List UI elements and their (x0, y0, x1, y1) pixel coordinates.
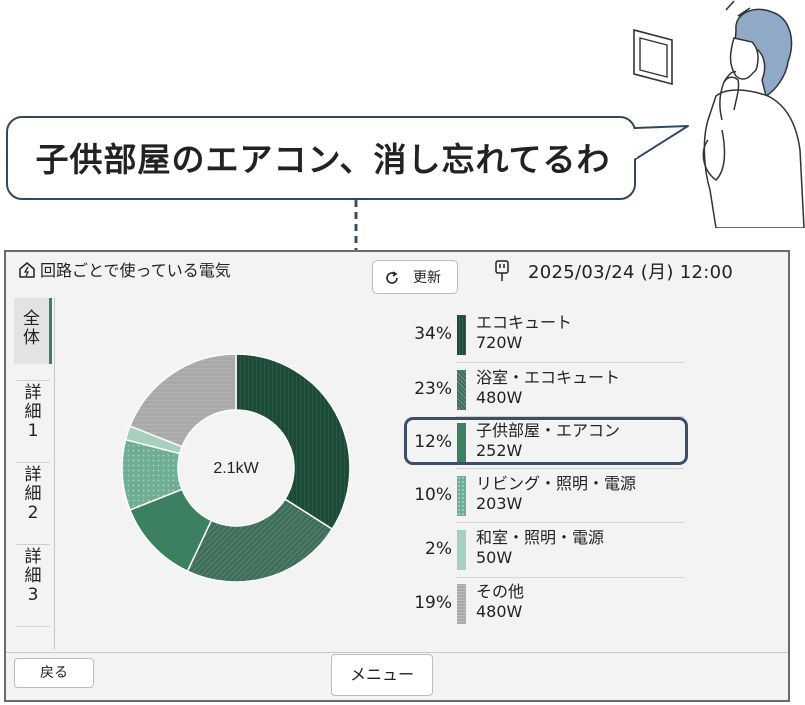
legend-divider (456, 362, 684, 363)
usage-donut-chart: 2.1kW (121, 353, 351, 583)
legend-row-japanese-room[interactable]: 2% 和室・照明・電源 50W (406, 525, 688, 575)
speech-bubble-tail (634, 125, 689, 161)
legend-circuit-name: 和室・照明・電源 (476, 528, 605, 547)
legend-swatch (457, 370, 466, 410)
hems-screen: 回路ごとで使っている電気 更新 2025/03/24 (月) 12:00 全体 … (4, 250, 790, 702)
legend-divider (456, 577, 684, 578)
legend-divider (456, 522, 684, 523)
donut-center-label: 2.1kW (213, 460, 259, 477)
tab-divider (16, 380, 50, 381)
tab-detail-1-label: 詳細1 (24, 383, 42, 441)
legend-percent: 2% (425, 539, 452, 559)
legend-watts: 480W (476, 602, 523, 621)
highlight-frame (404, 417, 688, 465)
legend-watts: 480W (476, 388, 523, 407)
back-button[interactable]: 戻る (14, 658, 94, 688)
legend-divider (456, 468, 684, 469)
wall-display-icon (633, 28, 673, 86)
legend-swatch (457, 530, 466, 570)
tab-overall-label: 全体 (23, 309, 40, 348)
legend-circuit-name: 子供部屋・エアコン (476, 421, 621, 440)
legend-row-bath-ecocute[interactable]: 23% 浴室・エコキュート 480W (406, 365, 688, 415)
legend-circuit-name: 浴室・エコキュート (476, 368, 621, 387)
refresh-button[interactable]: 更新 (372, 260, 458, 294)
legend-swatch (457, 423, 466, 463)
legend-swatch (457, 315, 466, 355)
tab-divider (16, 544, 50, 545)
current-datetime: 2025/03/24 (月) 12:00 (528, 262, 734, 283)
legend-row-living[interactable]: 10% リビング・照明・電源 203W (406, 471, 688, 521)
legend-row-other[interactable]: 19% その他 480W (406, 579, 688, 629)
legend-circuit-name: その他 (476, 582, 525, 601)
legend-watts: 252W (476, 441, 523, 460)
legend-percent: 19% (414, 593, 452, 613)
legend-swatch (457, 584, 466, 624)
tab-detail-1[interactable]: 詳細1 (14, 384, 52, 460)
tab-detail-2[interactable]: 詳細2 (14, 466, 52, 542)
legend-circuit-name: リビング・照明・電源 (476, 474, 637, 493)
legend-percent: 10% (414, 485, 452, 505)
legend-watts: 50W (476, 548, 513, 567)
legend-percent: 34% (414, 324, 452, 344)
refresh-icon (386, 271, 398, 284)
legend-swatch (457, 476, 466, 516)
legend-percent: 12% (414, 432, 452, 452)
page-title: 回路ごとで使っている電気 (40, 261, 231, 280)
menu-button[interactable]: メニュー (331, 654, 433, 696)
woman-illustration (633, 0, 805, 228)
donut-slice-6 (129, 353, 237, 448)
legend-row-kids-room-aircon[interactable]: 12% 子供部屋・エアコン 252W (406, 418, 688, 468)
speech-bubble-text: 子供部屋のエアコン、消し忘れてるわ (35, 140, 611, 179)
tab-detail-2-label: 詳細2 (24, 465, 42, 523)
speech-bubble: 子供部屋のエアコン、消し忘れてるわ (6, 116, 636, 200)
legend-divider (456, 416, 684, 417)
tab-detail-3-label: 詳細3 (24, 547, 42, 605)
legend-percent: 23% (414, 379, 452, 399)
donut-slice-2 (186, 498, 334, 583)
legend-circuit-name: エコキュート (476, 313, 573, 332)
legend-row-ecocute[interactable]: 34% エコキュート 720W (406, 310, 688, 360)
sidebar-divider (54, 298, 55, 650)
refresh-label: 更新 (413, 270, 441, 286)
footer-divider (6, 652, 788, 653)
tab-detail-3[interactable]: 詳細3 (14, 548, 52, 624)
tab-divider (16, 626, 50, 627)
legend-watts: 203W (476, 494, 523, 513)
tab-divider (16, 462, 50, 463)
house-power-icon (19, 262, 35, 278)
plug-icon (495, 260, 509, 281)
legend-watts: 720W (476, 333, 523, 352)
donut-slice-1 (235, 353, 351, 531)
tab-overall[interactable]: 全体 (14, 298, 52, 364)
